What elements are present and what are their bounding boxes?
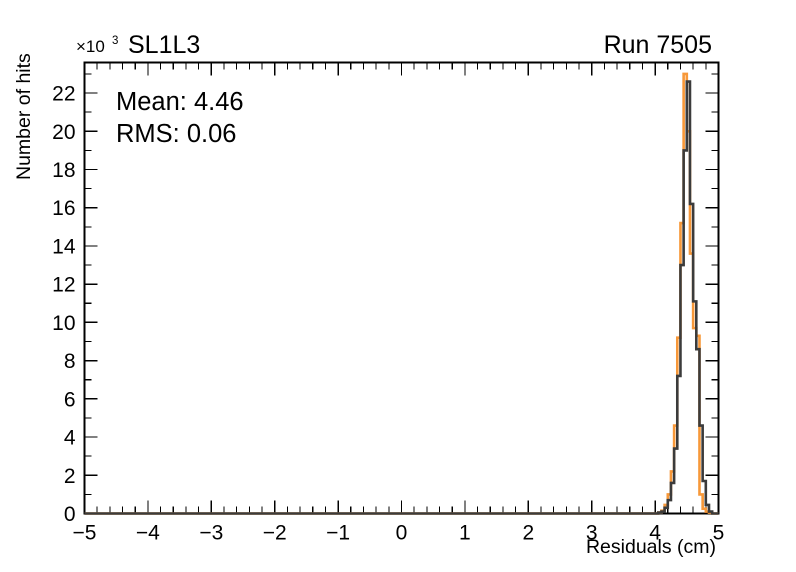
y-tick-label: 16 bbox=[52, 197, 75, 220]
y-tick-label: 20 bbox=[52, 121, 75, 144]
x-tick-label: −5 bbox=[73, 522, 97, 545]
x-tick-label: 2 bbox=[522, 522, 534, 545]
y-tick-label: 14 bbox=[52, 235, 76, 258]
x-tick-label: −2 bbox=[263, 522, 287, 545]
x-axis-ticklabels: −5 −4 −3 −2 −1 0 1 2 3 4 5 bbox=[73, 522, 725, 545]
x-tick-label: −1 bbox=[326, 522, 350, 545]
x-tick-label: 0 bbox=[396, 522, 408, 545]
y-tick-label: 22 bbox=[52, 83, 75, 106]
y-tick-label: 2 bbox=[64, 465, 76, 488]
plot-title-left: SL1L3 bbox=[128, 31, 200, 59]
y-axis-ticklabels: 0 2 4 6 8 10 12 14 16 18 20 22 bbox=[52, 83, 76, 526]
axis-ticks bbox=[83, 62, 720, 515]
plot-title-right: Run 7505 bbox=[604, 31, 712, 59]
y-tick-label: 10 bbox=[52, 312, 75, 335]
y-axis-exponent-power: 3 bbox=[112, 35, 118, 47]
dark-histogram-curve bbox=[84, 80, 719, 515]
y-tick-label: 18 bbox=[52, 159, 75, 182]
y-axis-title: Number of hits bbox=[13, 53, 35, 180]
y-axis-exponent: ×10 bbox=[76, 37, 105, 56]
y-tick-label: 8 bbox=[64, 350, 76, 373]
y-tick-label: 4 bbox=[64, 427, 76, 450]
y-tick-label: 12 bbox=[52, 274, 75, 297]
stat-rms-label: RMS: 0.06 bbox=[116, 120, 236, 148]
x-tick-label: 5 bbox=[713, 522, 725, 545]
stat-mean-label: Mean: 4.46 bbox=[116, 88, 244, 116]
y-tick-label: 6 bbox=[64, 388, 76, 411]
x-tick-label: −4 bbox=[136, 522, 160, 545]
x-tick-label: 4 bbox=[649, 522, 661, 545]
y-tick-label: 0 bbox=[64, 503, 76, 526]
x-tick-label: 1 bbox=[459, 522, 471, 545]
x-tick-label: 3 bbox=[586, 522, 598, 545]
x-axis-title: Residuals (cm) bbox=[586, 536, 716, 558]
x-tick-label: −3 bbox=[199, 522, 223, 545]
